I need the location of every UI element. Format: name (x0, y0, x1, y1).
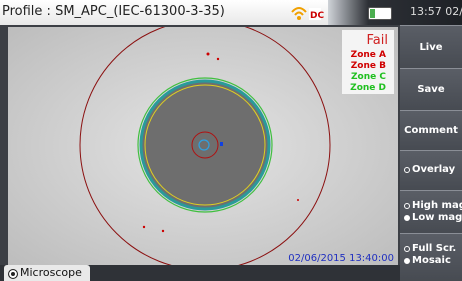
radio (404, 246, 410, 252)
status-icons: DC (290, 4, 324, 22)
button-label: Low mag. (412, 212, 462, 223)
zone-label: Zone C (351, 72, 386, 82)
radio (404, 203, 410, 209)
microscope-image: Fail Zone A Zone B Zone C Zone D 02/06/2… (8, 27, 398, 265)
defect (297, 199, 299, 201)
radio (404, 167, 410, 173)
zone-label: Zone D (350, 83, 386, 93)
button-label: Live (419, 42, 442, 53)
save-button[interactable]: Save (400, 68, 462, 110)
button-label: High mag. (412, 200, 462, 211)
overlay-button[interactable]: Overlay (400, 150, 462, 190)
zone-label: Zone B (351, 61, 386, 71)
defect (162, 230, 164, 232)
magnification-button[interactable]: High mag. Low mag. (400, 190, 462, 233)
defect (143, 226, 145, 228)
microscope-tab[interactable]: Microscope (4, 265, 90, 281)
option: Overlay (404, 164, 455, 175)
tab-label: Microscope (20, 266, 82, 279)
clock: 13:57 02/06/2015 (410, 5, 462, 18)
defect (220, 142, 223, 146)
tab-icon (8, 269, 18, 279)
svg-text:DC: DC (310, 11, 324, 21)
button-label: Overlay (412, 164, 455, 175)
radio (404, 215, 410, 221)
option: High mag. (404, 200, 462, 211)
button-label: Full Scr. (412, 243, 456, 254)
cladding (141, 81, 269, 209)
profile-label: Profile : SM_APC_(IEC-61300-3-35) (2, 4, 225, 19)
page: {"header": {"profile": "Profile : SM_APC… (0, 0, 462, 281)
option: Low mag. (404, 212, 462, 223)
button-label: Comment (404, 125, 458, 136)
display-mode-button[interactable]: Full Scr. Mosaic (400, 233, 462, 281)
option: Full Scr. (404, 243, 456, 254)
zone-label: Zone A (351, 50, 386, 60)
app: Profile : SM_APC_(IEC-61300-3-35) DC 13:… (0, 0, 462, 281)
top-bar: Profile : SM_APC_(IEC-61300-3-35) DC 13:… (0, 0, 462, 25)
option: Mosaic (404, 255, 451, 266)
battery-icon (368, 7, 392, 20)
status-area: 13:57 02/06/2015 (328, 0, 462, 25)
battery-level (370, 9, 375, 18)
capture-timestamp: 02/06/2015 13:40:00 (288, 253, 394, 264)
defect (207, 53, 210, 56)
button-label: Save (417, 84, 444, 95)
live-button[interactable]: Live (400, 25, 462, 68)
radio (404, 258, 410, 264)
result-status: Fail (367, 33, 388, 48)
comment-button[interactable]: Comment (400, 110, 462, 150)
button-label: Mosaic (412, 255, 451, 266)
defect (217, 58, 219, 60)
